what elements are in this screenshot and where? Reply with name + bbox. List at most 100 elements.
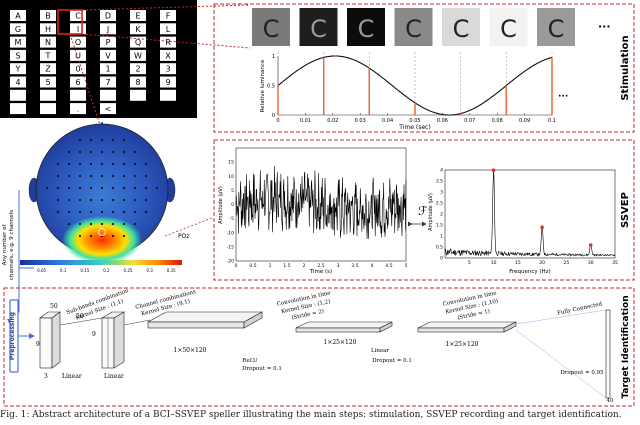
fourier-symbol: ℱ: [418, 204, 428, 218]
luminance-xtick-label: 0.05: [409, 118, 420, 124]
block1-dims: 1×50×120: [174, 347, 207, 354]
block1-top: [146, 311, 264, 323]
dropout1-label: Dropout = 0.1: [242, 366, 282, 372]
dropout3-label: Dropout = 0.95: [560, 370, 604, 376]
time-ytick-label: -10: [227, 230, 234, 236]
speller-key-label: <: [105, 105, 112, 114]
block2-front: [295, 327, 381, 333]
colorbar-tick-label: 0.35: [167, 268, 176, 273]
speller-key: [10, 36, 26, 48]
electrode: [67, 198, 71, 202]
identification-label: Target Identification: [621, 295, 631, 398]
speller-key: [40, 76, 56, 88]
freq-xtick-label: 10: [491, 260, 497, 266]
speller-stim-link: [81, 4, 251, 11]
electrode: [144, 162, 148, 166]
electrode: [89, 234, 93, 238]
speller-key: [100, 63, 116, 75]
block3-front: [417, 327, 505, 333]
linear-label-2: Linear: [104, 373, 124, 380]
ssvep-border: [213, 139, 635, 281]
luminance-xtick-label: 0.02: [327, 118, 338, 124]
time-domain-plot: Amplitude (μV) Time (s) 0 0.5 1 1.5 2 2.5 3 3.5…: [218, 147, 408, 275]
channels-note-1: Any number of: [2, 224, 8, 266]
electrode: [78, 174, 82, 178]
speller-key: [130, 49, 146, 61]
speller-key-label: K: [135, 25, 141, 34]
speller-key-label: .: [77, 105, 80, 114]
conv1-connector: [59, 317, 103, 326]
electrode: [89, 186, 93, 190]
scalp-map: POz 0.05 0.1 0.15 0.2 0.25 0.3 0.35: [20, 121, 213, 273]
input-dim-channels: 9: [36, 341, 40, 348]
time-ytick-label: 15: [228, 160, 234, 166]
time-xtick-label: 1.5: [283, 263, 290, 269]
electrode: [78, 186, 82, 190]
time-ytick-label: 0: [231, 202, 234, 208]
poz-ssvep-link: [164, 217, 213, 237]
speller-key: [130, 76, 146, 88]
colorbar-tick-label: 0.2: [103, 268, 110, 273]
time-ytick-label: 5: [231, 188, 234, 194]
speller-key-label: I: [77, 25, 79, 34]
speller-key-label: 7: [105, 78, 110, 87]
electrode: [122, 210, 126, 214]
frames-ellipsis: ···: [598, 20, 611, 33]
stim-frame-letter: C: [405, 15, 422, 43]
stim-frame: [299, 8, 338, 46]
speller-key: [70, 89, 86, 101]
curve-ellipsis: ···: [558, 92, 568, 102]
freq-ytick-label: 0.5: [436, 245, 443, 251]
layer2-dim-channels: 9: [92, 331, 96, 338]
speller-key: [40, 36, 56, 48]
freq-ytick-label: 0: [440, 256, 443, 262]
speller-key: [70, 63, 86, 75]
speller-key: [10, 10, 26, 21]
speller-key: [70, 10, 86, 21]
freq-ylabel: Amplitude (μV): [428, 193, 434, 231]
luminance-xtick-label: 0.06: [437, 118, 448, 124]
speller-key-label: 9: [165, 78, 170, 87]
electrode: [144, 174, 148, 178]
fc-connectors: [515, 309, 607, 399]
speller-key-label: D: [105, 12, 111, 21]
speller-key-label: R: [165, 38, 171, 47]
freq-xtick-label: 15: [515, 260, 521, 266]
luminance-xtick-label: 0.07: [464, 118, 475, 124]
speller-key-label: U: [75, 51, 81, 60]
stim-frame: [347, 8, 385, 46]
electrode: [133, 150, 137, 154]
block2-side: [379, 321, 393, 333]
eeg-trace: [235, 165, 407, 240]
time-xtick-label: 4.5: [385, 263, 392, 269]
poz-label: POz: [178, 233, 190, 240]
stimulation-label: Stimulation: [620, 35, 631, 100]
speller-key: [70, 76, 86, 88]
colorbar-tick-label: 0.1: [60, 268, 67, 273]
speller-key-label: F: [166, 12, 171, 21]
speller-key: [100, 36, 116, 48]
luminance-xtick-label: 0.04: [382, 118, 393, 124]
electrode: [100, 162, 104, 166]
linear-label-1: Linear: [62, 373, 82, 380]
electrode: [78, 150, 82, 154]
electrode: [100, 186, 104, 190]
speller-key: [160, 23, 176, 35]
stim-frame: [537, 8, 575, 46]
speller-key: [40, 89, 56, 101]
speller-key: [160, 89, 176, 101]
luminance-ytick-label: 1: [272, 54, 275, 60]
speller-key-label: 8: [135, 78, 140, 87]
electrode: [122, 150, 126, 154]
electrode: [133, 198, 137, 202]
time-xtick-label: 1: [269, 263, 272, 269]
speller-key: [100, 76, 116, 88]
harmonic-peak-marker: [540, 225, 544, 230]
speller-key-label: T: [45, 51, 51, 60]
speller-key: [130, 89, 146, 101]
speller-key: [40, 49, 56, 61]
electrode: [144, 198, 148, 202]
speller-key: [100, 23, 116, 35]
input-dim-bands: 3: [44, 373, 48, 380]
electrode: [100, 222, 104, 226]
